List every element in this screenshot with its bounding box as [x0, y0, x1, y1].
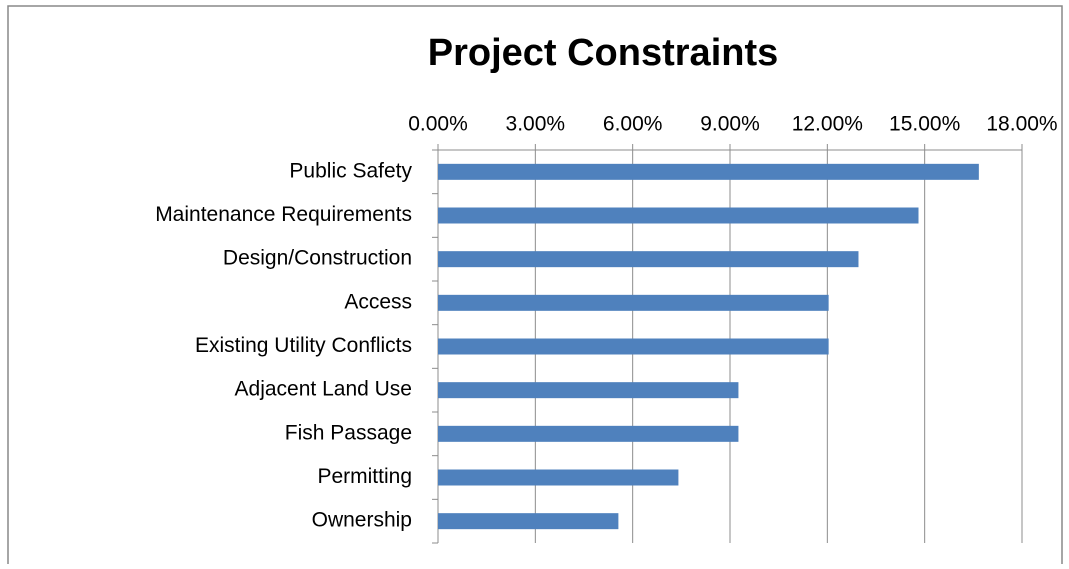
bar: [438, 382, 739, 399]
bar: [438, 469, 679, 486]
bar: [438, 513, 619, 530]
x-tick-label: 0.00%: [408, 113, 468, 136]
y-tick-label: Public Safety: [289, 159, 412, 182]
x-tick-label: 18.00%: [986, 113, 1057, 136]
y-tick-label: Permitting: [317, 465, 412, 488]
y-tick-label: Design/Construction: [223, 247, 412, 270]
x-tick-label: 3.00%: [506, 113, 566, 136]
bar: [438, 163, 979, 180]
bar: [438, 207, 919, 224]
x-tick-label: 6.00%: [603, 113, 663, 136]
x-tick-label: 12.00%: [792, 113, 863, 136]
y-tick-label: Maintenance Requirements: [155, 203, 412, 226]
x-tick-label: 9.00%: [700, 113, 760, 136]
bar: [438, 425, 739, 442]
y-tick-label: Access: [344, 290, 412, 313]
y-tick-label: Adjacent Land Use: [235, 378, 412, 401]
bar: [438, 251, 859, 268]
chart-title: Project Constraints: [428, 32, 779, 74]
y-tick-label: Ownership: [312, 509, 412, 532]
bar: [438, 338, 829, 355]
bar: [438, 294, 829, 311]
x-tick-label: 15.00%: [889, 113, 960, 136]
y-tick-label: Existing Utility Conflicts: [195, 334, 412, 357]
chart-frame: [7, 5, 1063, 564]
y-tick-label: Fish Passage: [285, 421, 412, 444]
